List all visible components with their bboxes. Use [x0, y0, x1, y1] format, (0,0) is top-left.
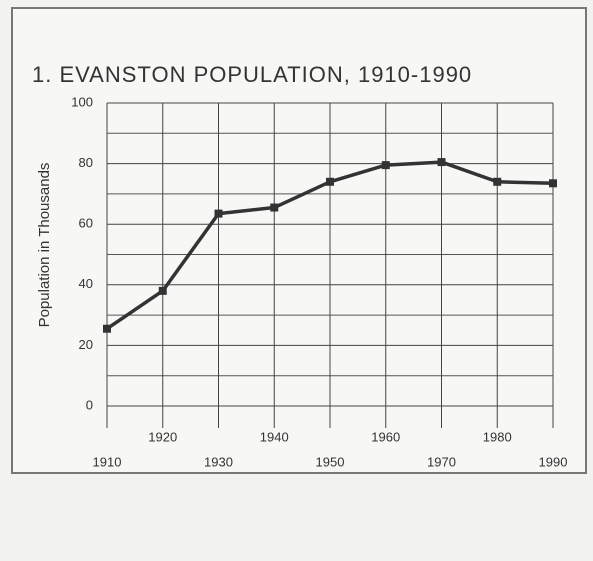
- point: [381, 161, 390, 170]
- point: [326, 177, 334, 186]
- point: [270, 203, 279, 212]
- y-tick-label: 60: [79, 216, 93, 231]
- x-tick-label: 1980: [483, 429, 512, 444]
- x-tick-label: 1970: [427, 454, 456, 469]
- y-tick-label: 100: [71, 94, 93, 109]
- x-tick-label: 1910: [93, 454, 122, 469]
- y-tick-label: 0: [86, 397, 93, 412]
- point: [214, 209, 223, 218]
- point: [493, 177, 502, 186]
- point: [103, 324, 111, 333]
- point: [437, 158, 446, 167]
- y-tick-label: 40: [79, 276, 93, 291]
- x-tick-label: 1990: [539, 454, 568, 469]
- y-tick-label: 80: [79, 155, 93, 170]
- x-tick-label: 1940: [260, 429, 289, 444]
- point: [549, 179, 557, 188]
- x-tick-label: 1950: [316, 454, 345, 469]
- y-axis-label: Population in Thousands: [36, 163, 53, 328]
- chart-title: 1. EVANSTON POPULATION, 1910-1990: [32, 62, 472, 87]
- y-tick-label: 20: [79, 337, 93, 352]
- x-tick-label: 1930: [204, 454, 233, 469]
- x-tick-label: 1960: [371, 429, 400, 444]
- point: [158, 286, 167, 295]
- frame: [11, 7, 587, 474]
- x-tick-label: 1920: [148, 429, 177, 444]
